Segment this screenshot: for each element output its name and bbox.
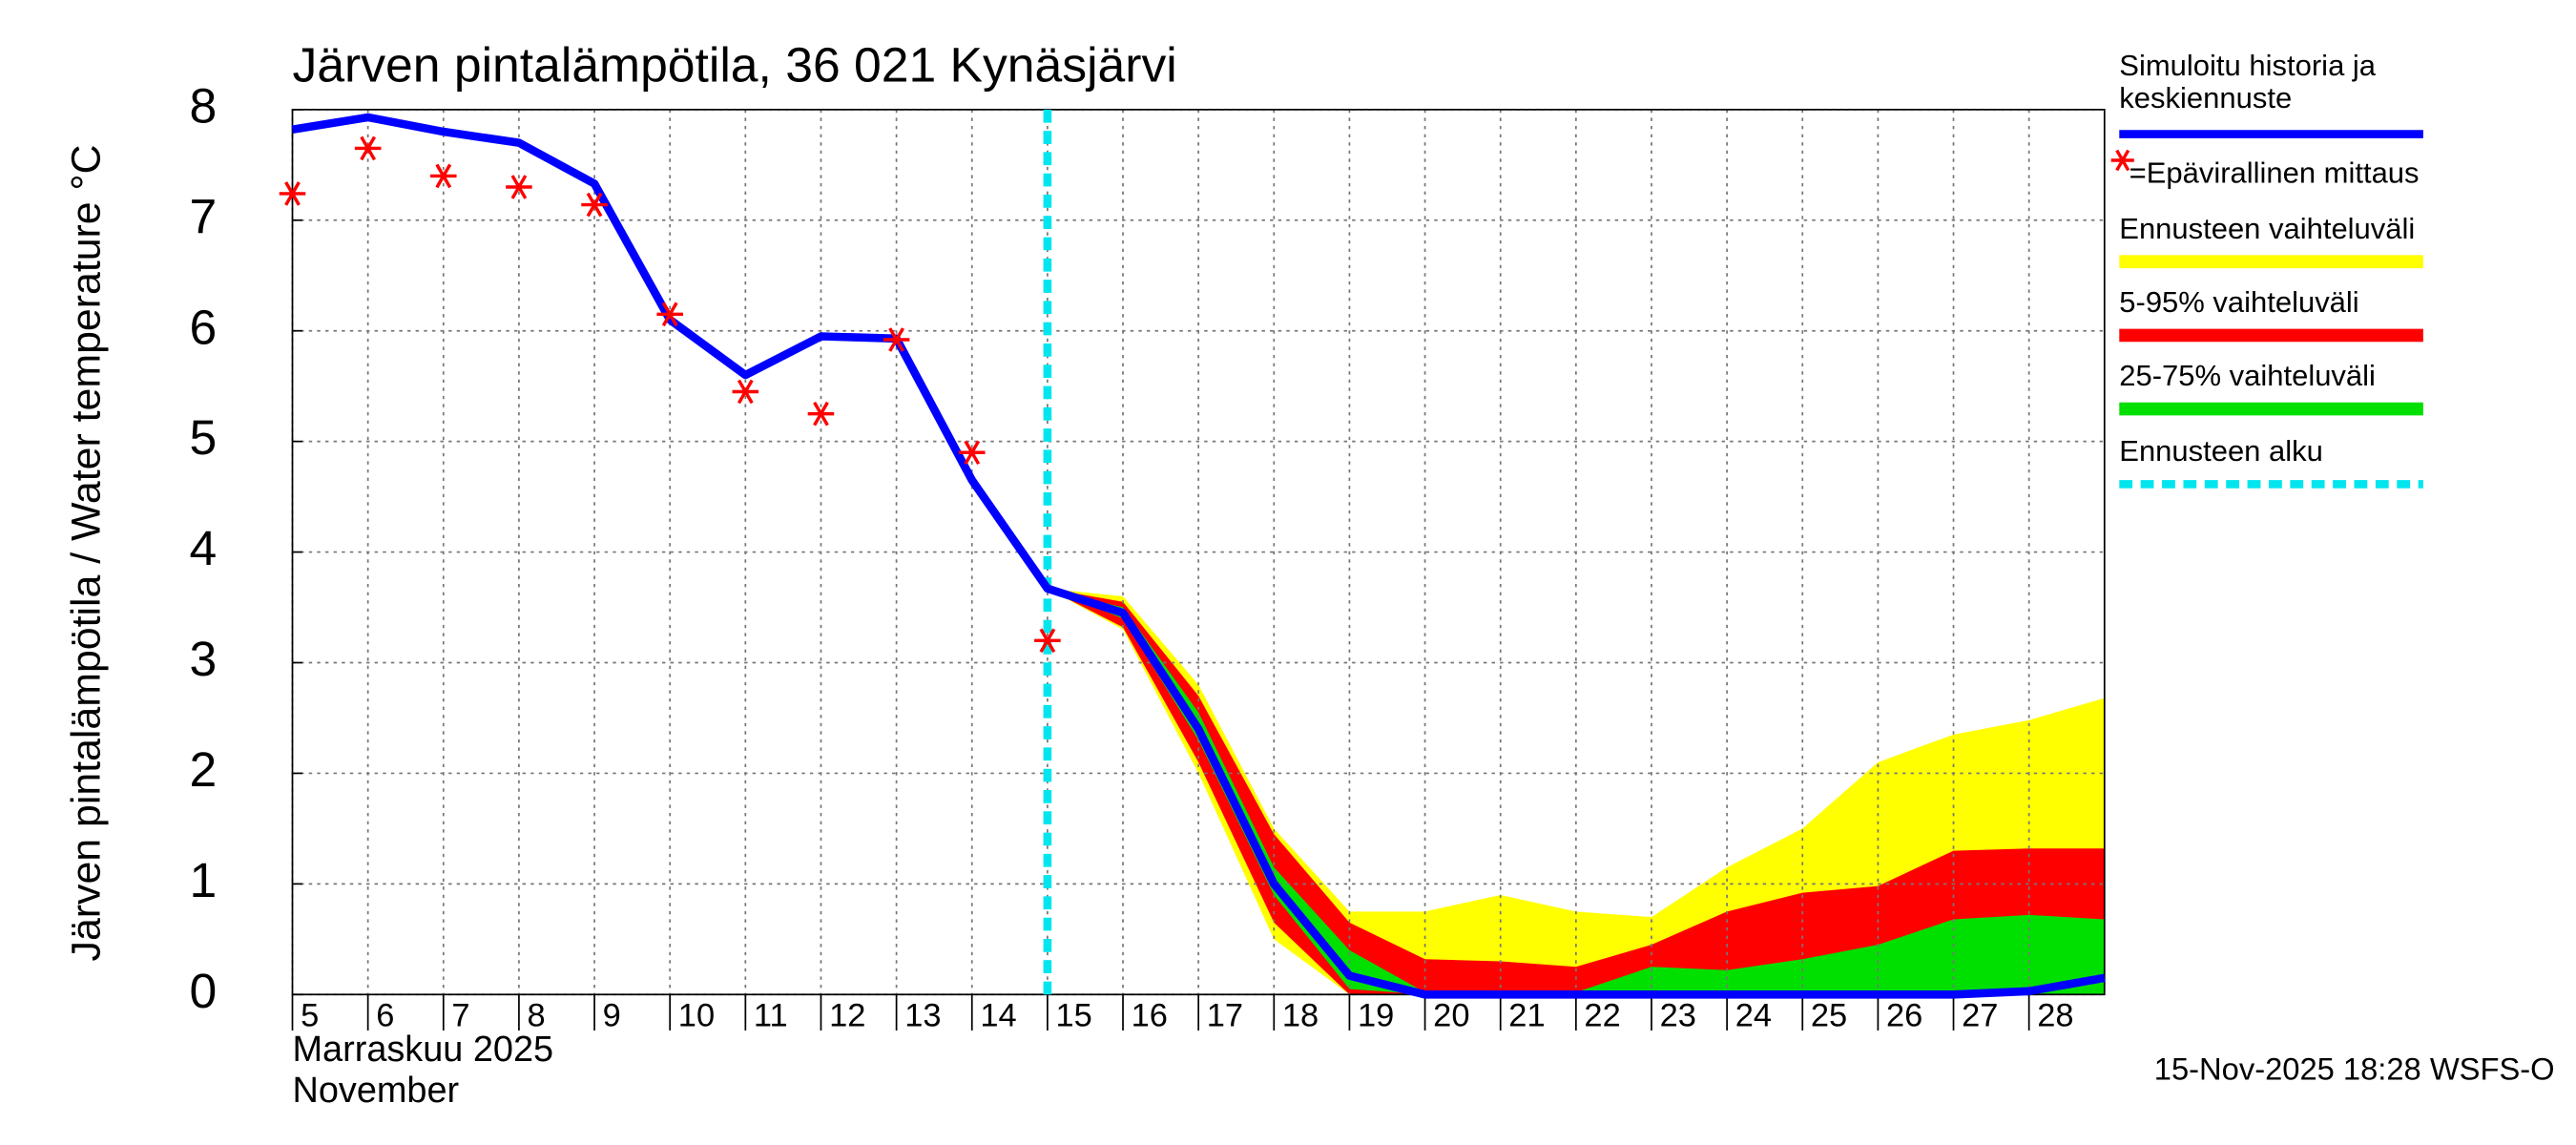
x-tick-label: 21	[1508, 997, 1545, 1033]
measurement-marker	[807, 401, 835, 427]
x-tick-label: 24	[1735, 997, 1772, 1033]
y-tick-label: 2	[190, 741, 218, 797]
x-tick-label: 13	[904, 997, 941, 1033]
line	[291, 113, 2106, 999]
legend-label: =Epävirallinen mittaus	[2129, 156, 2420, 190]
x-tick-label: 11	[754, 997, 788, 1033]
plot-frame	[291, 109, 2106, 996]
x-tick-label: 8	[528, 997, 546, 1033]
y-tick-label: 8	[190, 78, 218, 134]
y-axis-label: Järven pintalämpötila / Water temperatur…	[63, 144, 109, 961]
measurement-marker	[354, 135, 382, 161]
x-tick-label: 14	[980, 997, 1016, 1033]
x-tick-label: 9	[603, 997, 621, 1033]
legend-label: Ennusteen vaihteluväli	[2119, 212, 2415, 245]
legend-label: 5-95% vaihteluväli	[2119, 285, 2358, 319]
measurement-marker	[732, 379, 759, 405]
measurement-marker	[883, 327, 910, 352]
x-tick-label: 26	[1886, 997, 1922, 1033]
x-tick-label: 23	[1660, 997, 1696, 1033]
y-tick-label: 6	[190, 299, 218, 354]
legend-text-box: Simuloitu historia ja keskiennuste	[2119, 49, 2377, 114]
x-tick-label: 7	[451, 997, 469, 1033]
x-tick-label: 6	[376, 997, 394, 1033]
legend-swatch	[2110, 149, 2134, 172]
y-tick-label: 5	[190, 409, 218, 465]
y-tick-label: 0	[190, 963, 218, 1018]
x-tick-label: 17	[1207, 997, 1243, 1033]
measurement-marker	[958, 440, 986, 466]
measurement-marker	[279, 181, 306, 206]
y-tick-label: 4	[190, 520, 218, 575]
x-tick-label: 15	[1055, 997, 1091, 1033]
legend-label: Ennusteen alku	[2119, 434, 2323, 468]
timestamp: 15-Nov-2025 18:28 WSFS-O	[2154, 1051, 2555, 1087]
x-tick-label: 27	[1962, 997, 1998, 1033]
x-tick-label: 19	[1358, 997, 1394, 1033]
measurement-marker	[581, 192, 608, 218]
x-tick-label: 12	[829, 997, 865, 1033]
legend-label: Simuloitu historia ja keskiennuste	[2119, 49, 2377, 114]
x-tick-label: 16	[1132, 997, 1168, 1033]
measurement-marker	[506, 175, 532, 199]
x-axis-label: Marraskuu 2025	[293, 1030, 554, 1070]
x-tick-label: 10	[678, 997, 715, 1033]
forecast-band	[1047, 588, 2105, 995]
x-tick-label: 28	[2037, 997, 2073, 1033]
forecast-band	[1047, 588, 2105, 995]
x-tick-label: 25	[1811, 997, 1847, 1033]
x-tick-label: 18	[1282, 997, 1319, 1033]
x-tick-label: 22	[1584, 997, 1620, 1033]
x-tick-label: 5	[301, 997, 319, 1033]
y-tick-label: 1	[190, 852, 218, 907]
legend-label: 25-75% vaihteluväli	[2119, 359, 2376, 392]
x-axis-label: November	[293, 1071, 460, 1111]
chart-title: Järven pintalämpötila, 36 021 Kynäsjärvi	[293, 37, 1177, 93]
y-tick-label: 3	[190, 631, 218, 686]
x-tick-label: 20	[1433, 997, 1469, 1033]
y-tick-label: 7	[190, 188, 218, 243]
measurement-marker	[430, 163, 457, 189]
measurement-marker	[1034, 628, 1061, 654]
measurement-marker	[656, 302, 683, 327]
